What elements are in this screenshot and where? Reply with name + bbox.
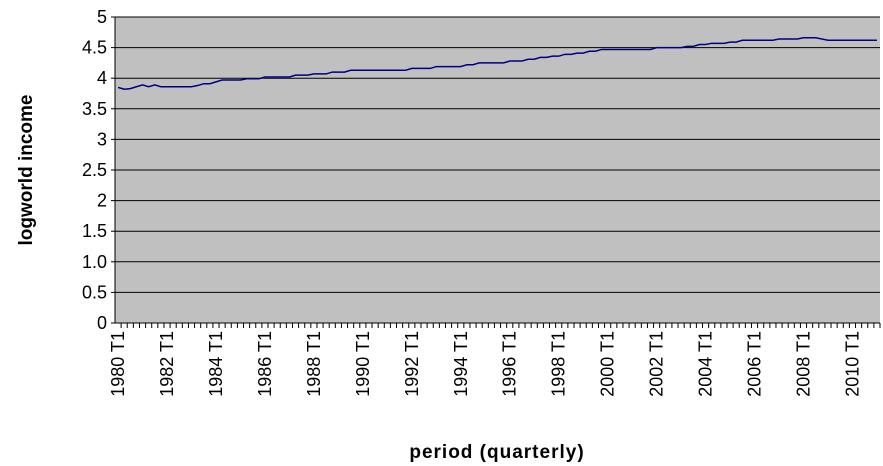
y-tick-label: 0.5: [82, 282, 107, 302]
x-tick-label: 2006 T1: [745, 331, 765, 397]
y-tick-label: 2.5: [82, 160, 107, 180]
x-tick-label: 1988 T1: [304, 331, 324, 397]
x-tick-label: 1984 T1: [206, 331, 226, 397]
y-tick-label: 2: [97, 191, 107, 211]
y-tick-label: 4: [97, 68, 107, 88]
x-tick-label: 2004 T1: [696, 331, 716, 397]
y-tick-label: 1.0: [82, 252, 107, 272]
y-tick-label: 3.5: [82, 99, 107, 119]
x-tick-label: 2000 T1: [598, 331, 618, 397]
y-tick-label: 0: [97, 313, 107, 333]
x-tick-label: 2002 T1: [647, 331, 667, 397]
x-axis-title: period (quarterly): [409, 442, 584, 463]
x-tick-label: 1996 T1: [500, 331, 520, 397]
x-tick-label: 1992 T1: [402, 331, 422, 397]
x-tick-label: 1980 T1: [108, 331, 128, 397]
data-line: [117, 37, 877, 90]
x-tick-label: 1994 T1: [451, 331, 471, 397]
y-tick-label: 1.5: [82, 221, 107, 241]
y-tick-label: 4.5: [82, 38, 107, 58]
y-axis-title: logworld income: [16, 95, 37, 246]
x-tick-label: 1990 T1: [353, 331, 373, 397]
x-tick-label: 1998 T1: [549, 331, 569, 397]
x-tick-label: 2008 T1: [794, 331, 814, 397]
x-tick-label: 2010 T1: [842, 331, 862, 397]
y-tick-label: 5: [97, 7, 107, 27]
x-tick-label: 1986 T1: [255, 331, 275, 397]
x-tick-label: 1982 T1: [157, 331, 177, 397]
y-tick-label: 3: [97, 129, 107, 149]
